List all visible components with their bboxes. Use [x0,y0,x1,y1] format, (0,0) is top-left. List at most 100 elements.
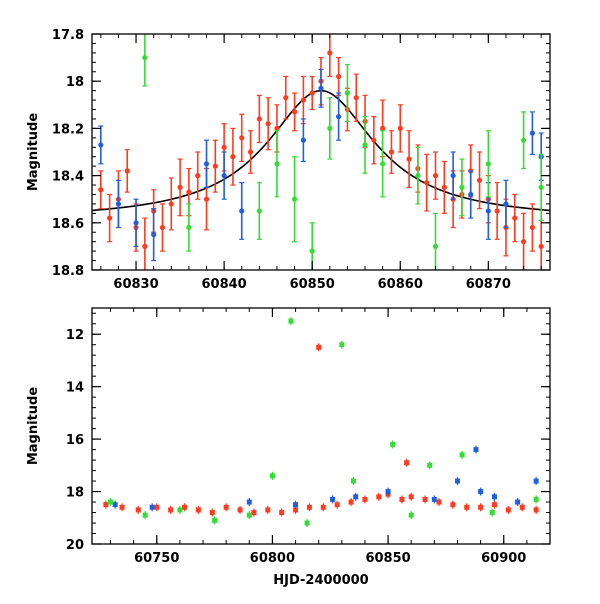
data-point [177,507,183,513]
bottom-panel: 60750 60800 60850 60900 12 14 16 18 20 Magnitude H… [26,307,551,588]
data-point [538,184,544,190]
data-point [212,163,218,169]
data-point [291,109,298,115]
y-tick-label: 18 [66,486,84,501]
top-panel: 60830 60840 60850 60860 60870 17.8 18 18.2 18.4 1… [26,28,551,292]
data-point [350,478,356,484]
data-point [239,208,245,214]
data-point [388,149,395,155]
data-point [408,512,414,518]
y-axis-label: Magnitude [26,387,41,466]
data-point [98,187,104,193]
data-point [520,239,527,245]
data-point [177,184,183,190]
y-tick-label: 16 [66,433,84,448]
data-point [404,460,410,466]
y-tick-label: 20 [66,538,84,553]
data-point [473,447,479,453]
data-point [505,507,511,513]
x-tick-label: 60800 [250,551,295,566]
data-point [485,208,491,214]
data-point [186,189,192,195]
data-point [279,510,285,516]
top-axes-frame [91,33,551,271]
data-point [142,243,148,249]
data-point [362,142,368,148]
data-point [380,161,386,167]
data-point [221,173,227,179]
data-point [142,512,148,518]
model-curve-line [92,89,550,212]
data-point [182,504,188,510]
x-tick-label: 60860 [378,277,423,292]
data-point [304,520,310,526]
data-point [256,208,262,214]
data-point [168,201,174,207]
data-point [459,452,465,458]
data-point [454,478,460,484]
y-tick-label: 14 [66,381,84,396]
x-tick-label: 60900 [481,551,526,566]
data-point [478,504,484,510]
bottom-axes-frame [91,307,551,545]
data-point [503,201,509,207]
x-axis-label: HJD-2400000 [273,573,368,588]
data-point [151,232,157,238]
data-point [154,504,160,510]
data-point [512,215,518,221]
data-point [103,502,109,508]
data-point [432,173,439,179]
data-point [239,135,245,141]
data-point [371,137,377,143]
data-point [515,499,521,505]
data-point [494,208,500,214]
data-point [450,502,456,508]
data-point [265,507,271,513]
data-point [431,496,437,502]
data-point [133,220,139,226]
bottom-plot-area [103,317,539,528]
data-point [135,507,141,513]
data-point [424,180,430,186]
data-point [288,318,294,324]
data-point [256,116,262,122]
y-tick-label: 18.4 [52,170,84,185]
y-tick-label: 18.8 [52,264,84,279]
data-point [336,73,342,80]
data-point [450,173,456,179]
data-point [115,201,122,207]
data-point [309,90,315,96]
data-point [436,499,442,505]
data-point [124,168,130,174]
data-point [380,125,386,131]
top-plot-area [92,34,550,270]
y-tick-label: 12 [66,328,84,343]
y-tick-label: 17.8 [52,28,84,43]
data-point [406,156,412,162]
data-point [519,504,525,510]
data-point [476,177,483,183]
data-point [362,496,368,502]
data-point [318,85,324,91]
data-point [422,496,428,502]
data-point [327,50,333,56]
data-point [195,507,201,513]
data-point [246,499,252,505]
data-point [209,510,215,516]
data-point [485,161,491,167]
data-point [168,507,174,513]
data-point [223,504,229,510]
data-point [142,55,148,61]
data-point [119,504,125,510]
data-point [306,504,312,510]
data-point [283,95,289,101]
data-point [441,184,447,190]
data-point [415,173,421,179]
data-point [376,494,382,500]
data-point [468,191,474,198]
data-point [399,496,405,502]
data-point [390,441,396,447]
data-point [265,121,271,127]
data-point [344,90,351,96]
